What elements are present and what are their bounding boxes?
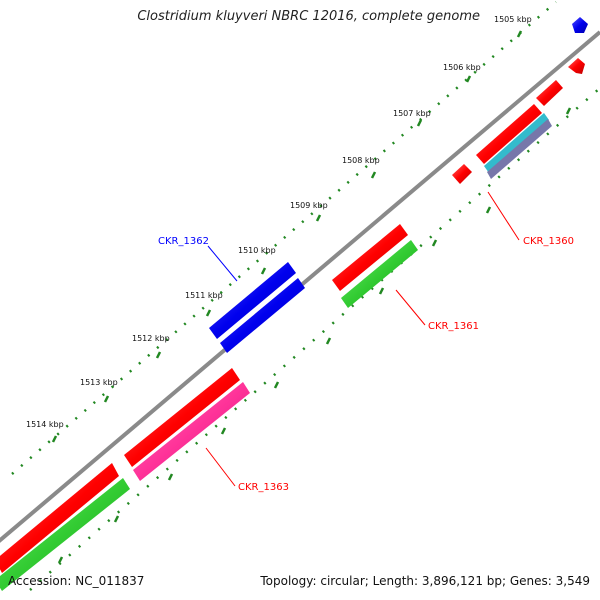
trna-ckr1363-pink bbox=[133, 382, 250, 481]
cds-ckr1360-teal bbox=[484, 113, 549, 173]
feature-red-small bbox=[568, 58, 585, 74]
cds-ckr1360-red bbox=[476, 104, 542, 164]
leader-ckr1362 bbox=[207, 245, 238, 282]
outer-ruler bbox=[11, 1, 557, 475]
tick-label: 1507 kbp bbox=[393, 109, 431, 118]
cds-ckr1361-red bbox=[332, 224, 408, 291]
tick-label: 1513 kbp bbox=[80, 378, 118, 387]
accession-text: Accession: NC_011837 bbox=[8, 574, 145, 588]
gene-label-ckr1362: CKR_1362 bbox=[158, 236, 209, 247]
leader-ckr1361 bbox=[395, 289, 426, 326]
leader-ckr1360 bbox=[487, 191, 520, 241]
tick-label: 1511 kbp bbox=[185, 291, 223, 300]
inner-ruler bbox=[29, 87, 600, 591]
inner-major-ticks bbox=[57, 107, 572, 564]
gene-lower-green bbox=[0, 478, 130, 591]
leader-ckr1363 bbox=[205, 447, 236, 487]
rrna-ckr1362-b bbox=[220, 278, 305, 353]
rrna-ckr1362-a bbox=[209, 262, 296, 339]
page-title: Clostridium kluyveri NBRC 12016, complet… bbox=[137, 9, 480, 24]
feature-red-arrow-a bbox=[536, 80, 563, 106]
summary-text: Topology: circular; Length: 3,896,121 bp… bbox=[260, 574, 590, 588]
cds-ckr1360-slate bbox=[487, 119, 552, 179]
feature-red-arrow-b bbox=[452, 164, 472, 184]
tick-label: 1505 kbp bbox=[494, 15, 532, 24]
gene-label-ckr1360: CKR_1360 bbox=[523, 236, 574, 247]
gene-label-ckr1363: CKR_1363 bbox=[238, 482, 289, 493]
outer-major-ticks bbox=[51, 30, 523, 443]
tick-labels: 1505 kbp 1506 kbp 1507 kbp 1508 kbp 1509… bbox=[26, 15, 532, 429]
tick-label: 1514 kbp bbox=[26, 420, 64, 429]
cds-lower-red bbox=[0, 463, 119, 573]
gene-ckr1361-green bbox=[341, 240, 418, 308]
tick-label: 1509 kbp bbox=[290, 201, 328, 210]
tick-label: 1506 kbp bbox=[443, 63, 481, 72]
tick-label: 1510 kbp bbox=[238, 246, 276, 255]
cds-ckr1363-red bbox=[124, 368, 240, 467]
tick-label: 1512 kbp bbox=[132, 334, 170, 343]
gene-label-ckr1361: CKR_1361 bbox=[428, 321, 479, 332]
feature-blue-small bbox=[572, 17, 588, 33]
tick-label: 1508 kbp bbox=[342, 156, 380, 165]
